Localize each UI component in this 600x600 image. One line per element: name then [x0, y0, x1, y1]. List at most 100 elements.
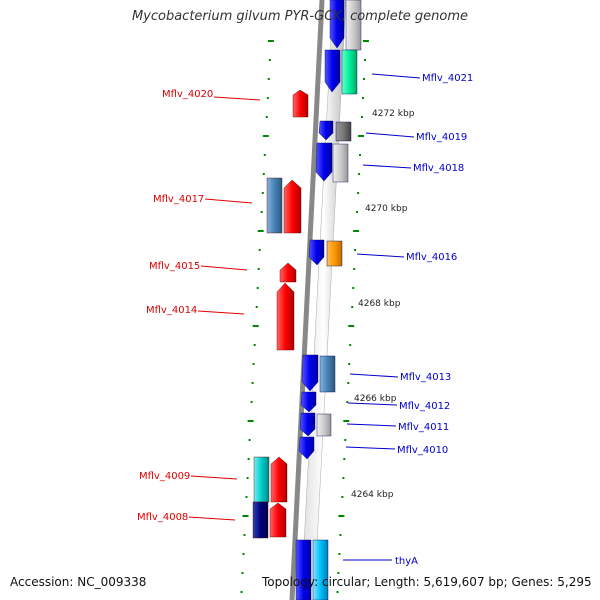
right-tick [337, 572, 340, 574]
right-tick [343, 458, 346, 460]
label-mflv4015: Mflv_4015 [149, 261, 200, 272]
left-tick [240, 591, 243, 593]
right-tick [352, 287, 355, 289]
gene-box-mflv4021 [341, 49, 358, 95]
left-tick [251, 382, 254, 384]
gene-box-mflv4018 [332, 143, 349, 183]
gene-arrow-mflv4013 [301, 354, 319, 392]
left-tick [260, 211, 263, 213]
right-tick [336, 591, 339, 593]
gene-box-mflv4017 [266, 177, 283, 234]
gene-box-mflv4009 [253, 456, 270, 503]
left-tick [265, 116, 268, 118]
gene-box-mflv4008 [252, 501, 269, 539]
page-title: Mycobacterium gilvum PYR-GCK, complete g… [131, 9, 469, 24]
left-tick [257, 230, 264, 232]
label-mflv4012: Mflv_4012 [399, 401, 450, 412]
scale-labels: 4272 kbp 4270 kbp 4268 kbp 4266 kbp 4264… [351, 109, 415, 500]
right-tick [351, 306, 354, 308]
scale-label-4272: 4272 kbp [372, 109, 415, 119]
left-tick [252, 363, 255, 365]
gene-box-mflv4016 [326, 240, 343, 267]
left-tick [242, 553, 245, 555]
right-tick [357, 192, 360, 194]
right-tick [347, 382, 350, 384]
left-tick [256, 287, 259, 289]
right-labels: Mflv_4021 Mflv_4019 Mflv_4018 Mflv_4016 … [343, 73, 473, 567]
label-mflv4020: Mflv_4020 [162, 89, 213, 100]
right-tick [349, 344, 352, 346]
label-mflv4009: Mflv_4009 [139, 471, 190, 482]
gene-box-thya [312, 539, 329, 600]
left-labels: Mflv_4020 Mflv_4017 Mflv_4015 Mflv_4014 … [137, 89, 261, 523]
gene-box-mflv4019 [335, 121, 352, 142]
left-tick [262, 135, 269, 137]
label-mflv4017: Mflv_4017 [153, 194, 204, 205]
left-tick [246, 477, 249, 479]
right-tick [339, 534, 342, 536]
left-tick [268, 59, 271, 61]
label-mflv4016: Mflv_4016 [406, 252, 457, 263]
left-tick [247, 420, 254, 422]
left-tick [242, 515, 249, 517]
gene-arrow-mflv4020 [292, 89, 309, 118]
label-mflv4018: Mflv_4018 [413, 163, 464, 174]
left-strand-genes [252, 89, 309, 539]
gene-arrow-mflv4019 [318, 120, 334, 141]
gene-arrow-mflv4012 [300, 391, 317, 413]
left-tick [261, 192, 264, 194]
right-tick [358, 173, 361, 175]
gene-box-mflv4011 [316, 413, 332, 437]
right-tick [341, 496, 344, 498]
left-tick [248, 439, 251, 441]
scale-label-4268: 4268 kbp [358, 299, 401, 309]
left-tick-track [240, 40, 274, 593]
left-tick [267, 78, 270, 80]
right-tick [359, 154, 361, 156]
gene-box-mflv4013 [319, 355, 336, 393]
left-tick [247, 458, 250, 460]
left-tick [266, 97, 269, 99]
gene-arrow-mflv4014 [276, 282, 295, 351]
right-tick-track [336, 40, 369, 593]
left-tick [250, 401, 253, 403]
right-tick [364, 59, 366, 61]
left-tick [255, 306, 258, 308]
topology-text: Topology: circular; Length: 5,619,607 bp… [262, 575, 592, 589]
scale-label-4264: 4264 kbp [351, 490, 394, 500]
left-tick [263, 154, 266, 156]
left-tick [245, 496, 248, 498]
right-tick [358, 135, 364, 137]
left-tick [257, 268, 260, 270]
right-tick [353, 230, 360, 232]
right-tick [363, 78, 365, 80]
right-tick [344, 439, 347, 441]
right-strand-genes [295, 0, 362, 600]
gene-arrow-mflv4015 [279, 262, 297, 283]
right-tick [356, 211, 359, 213]
gene-arrow-mflv4011 [299, 412, 316, 437]
label-mflv4011: Mflv_4011 [398, 422, 449, 433]
right-tick [338, 553, 341, 555]
right-tick [362, 40, 369, 42]
left-tick [267, 40, 274, 42]
right-tick [362, 97, 364, 99]
gene-arrow-top-a [329, 0, 345, 49]
accession-text: Accession: NC_009338 [10, 575, 147, 589]
right-tick [343, 420, 350, 422]
gene-arrow-mflv4021 [324, 49, 341, 93]
label-thya: thyA [395, 556, 418, 567]
label-mflv4010: Mflv_4010 [397, 445, 448, 456]
left-tick [258, 249, 261, 251]
gene-arrow-mflv4010 [298, 436, 315, 460]
right-tick [346, 401, 349, 403]
scale-label-4266: 4266 kbp [354, 394, 397, 404]
scale-label-4270: 4270 kbp [365, 204, 408, 214]
left-tick [262, 173, 265, 175]
right-tick [338, 515, 345, 517]
right-tick [354, 249, 357, 251]
gene-arrow-mflv4018 [315, 142, 333, 182]
gene-arrow-mflv4017 [283, 179, 302, 234]
gene-arrow-mflv4016 [308, 239, 325, 266]
